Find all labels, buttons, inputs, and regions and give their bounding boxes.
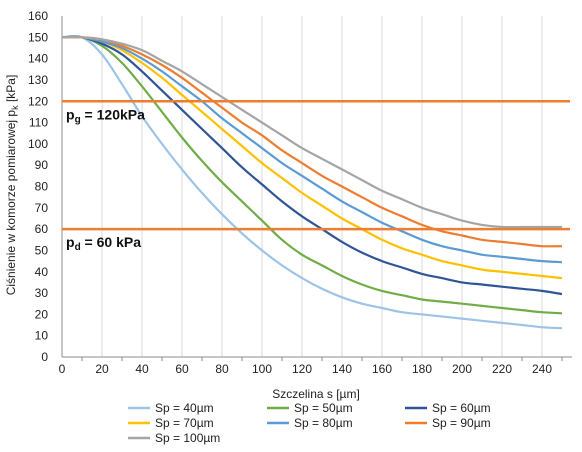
y-tick-label: 0 <box>41 350 48 364</box>
y-tick-label: 130 <box>28 73 48 87</box>
series-line-3 <box>61 35 563 296</box>
x-tick-label: 140 <box>332 362 352 376</box>
reference-label-2: pd = 60 kPa <box>66 234 141 253</box>
y-axis-title-main: Ciśnienie w komorze pomiarowej p <box>4 110 18 296</box>
y-tick-label: 50 <box>35 243 49 257</box>
legend-label: Sp = 60µm <box>432 401 491 415</box>
series-lines <box>61 34 563 330</box>
legend-item: Sp = 60µm <box>405 401 491 415</box>
legend-item: Sp = 70µm <box>128 416 214 430</box>
reference-lines: pg = 120kPa pd = 60 kPa <box>62 100 570 253</box>
legend-label: Sp = 80µm <box>294 416 353 430</box>
series-line-7 <box>61 36 562 229</box>
y-axis-title: Ciśnienie w komorze pomiarowej pk [kPa] <box>4 75 20 296</box>
x-tick-label: 80 <box>215 362 229 376</box>
x-tick-label: 180 <box>412 362 432 376</box>
x-tick-label: 120 <box>292 362 312 376</box>
legend-item: Sp = 90µm <box>405 416 491 430</box>
y-tick-label: 150 <box>28 30 48 44</box>
reference-label-1: pg = 120kPa <box>66 106 145 125</box>
y-tick-label: 40 <box>35 265 49 279</box>
x-tick-label: 240 <box>532 362 552 376</box>
series-line-1 <box>61 34 563 330</box>
series-line-5 <box>61 35 563 264</box>
legend-item: Sp = 50µm <box>267 401 353 415</box>
axes <box>61 16 572 361</box>
legend-label: Sp = 90µm <box>432 416 491 430</box>
x-tick-labels: 0 20 40 60 80 100 120 140 160 180 200 220 240 <box>59 362 553 376</box>
legend-label: Sp = 70µm <box>155 416 214 430</box>
y-tick-label: 80 <box>35 180 49 194</box>
y-tick-labels: 0 10 20 30 40 50 60 70 80 90 100 110 120 130 140 150 160 <box>28 9 48 364</box>
y-axis-title-unit: [kPa] <box>4 75 18 106</box>
series-line-6 <box>61 36 563 248</box>
y-tick-label: 20 <box>35 307 49 321</box>
y-tick-label: 160 <box>28 9 48 23</box>
y-tick-label: 60 <box>35 222 49 236</box>
x-tick-label: 20 <box>95 362 109 376</box>
x-tick-label: 0 <box>59 362 66 376</box>
x-axis-title: Szczelina s [µm] <box>272 387 360 401</box>
y-tick-label: 90 <box>35 158 49 172</box>
legend-label: Sp = 100µm <box>155 431 220 445</box>
legend-label: Sp = 40µm <box>155 401 214 415</box>
y-tick-label: 140 <box>28 52 48 66</box>
y-axis-title-sub: k <box>10 105 20 110</box>
legend-item: Sp = 40µm <box>128 401 214 415</box>
y-tick-label: 100 <box>28 137 48 151</box>
y-tick-label: 120 <box>28 94 48 108</box>
x-tick-label: 60 <box>175 362 189 376</box>
x-tick-label: 200 <box>452 362 472 376</box>
x-tick-label: 220 <box>492 362 512 376</box>
y-tick-label: 110 <box>29 116 48 130</box>
y-tick-label: 70 <box>35 201 49 215</box>
legend-item: Sp = 100µm <box>128 431 220 445</box>
y-tick-label: 30 <box>35 286 49 300</box>
series-line-4 <box>61 35 563 280</box>
legend-label: Sp = 50µm <box>294 401 353 415</box>
series-line-2 <box>61 35 563 315</box>
y-tick-label: 10 <box>35 329 49 343</box>
x-tick-label: 100 <box>252 362 272 376</box>
legend-item: Sp = 80µm <box>267 416 353 430</box>
x-tick-label: 40 <box>135 362 149 376</box>
x-tick-label: 160 <box>372 362 392 376</box>
